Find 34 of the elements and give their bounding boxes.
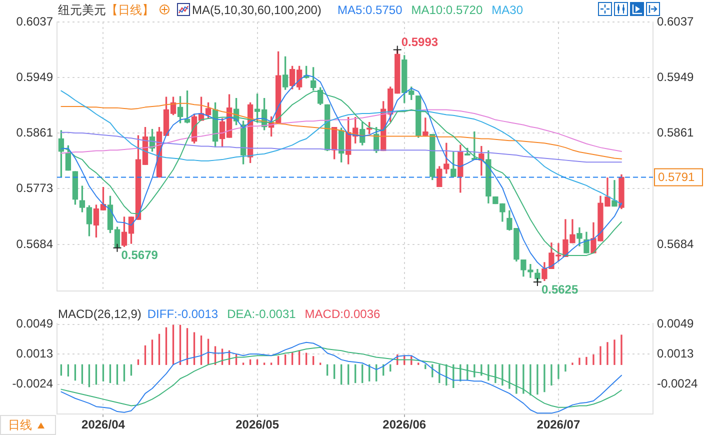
y-tick-label: 0.5684 [16,237,54,252]
text: 日线 [8,416,32,434]
x-tick-label: 2026/07 [536,418,580,432]
text: DIFF:-0.0013 [147,306,218,320]
y-tick-label: 0.5773 [16,180,54,195]
text: MA30 [492,2,523,16]
x-tick-label: 2026/05 [236,418,280,432]
y2-tick-label: 0.0049 [657,316,694,331]
y-tick-label: 0.0049 [16,316,54,331]
annotation: 0.5625 [541,282,578,296]
x-tick-label: 2026/04 [82,418,126,432]
y2-tick-label: 0.0013 [657,346,694,360]
ref-line-label: 0.5791 [658,170,696,184]
y-tick-label: -0.0024 [12,376,54,391]
annotation: 0.5679 [121,248,158,262]
legend-title: MA(5,10,30,60,100,200) [192,2,322,16]
y2-tick-label: 0.5861 [657,125,694,140]
y-tick-label: 0.5861 [16,125,54,140]
y-tick-label: 0.0013 [16,346,54,360]
chart-subtitle: 【日线】 [106,2,154,16]
text: MA5:0.5750 [338,2,402,16]
legend-title: MACD(26,12,9) [58,306,142,320]
text: MACD:0.0036 [304,306,380,320]
y-tick-label: 0.5949 [16,70,54,84]
chart-title: 纽元美元 [58,2,106,16]
text: MA10:0.5720 [411,2,483,16]
y-tick-label: 0.6037 [16,14,54,28]
y2-tick-label: 0.5949 [657,70,694,84]
text: DEA:-0.0031 [227,306,296,320]
y2-tick-label: 0.6037 [657,14,694,28]
y2-tick-label: -0.0024 [657,376,698,391]
y2-tick-label: 0.5684 [657,237,694,252]
annotation: 0.5993 [401,35,438,50]
x-tick-label: 2026/06 [382,418,426,432]
